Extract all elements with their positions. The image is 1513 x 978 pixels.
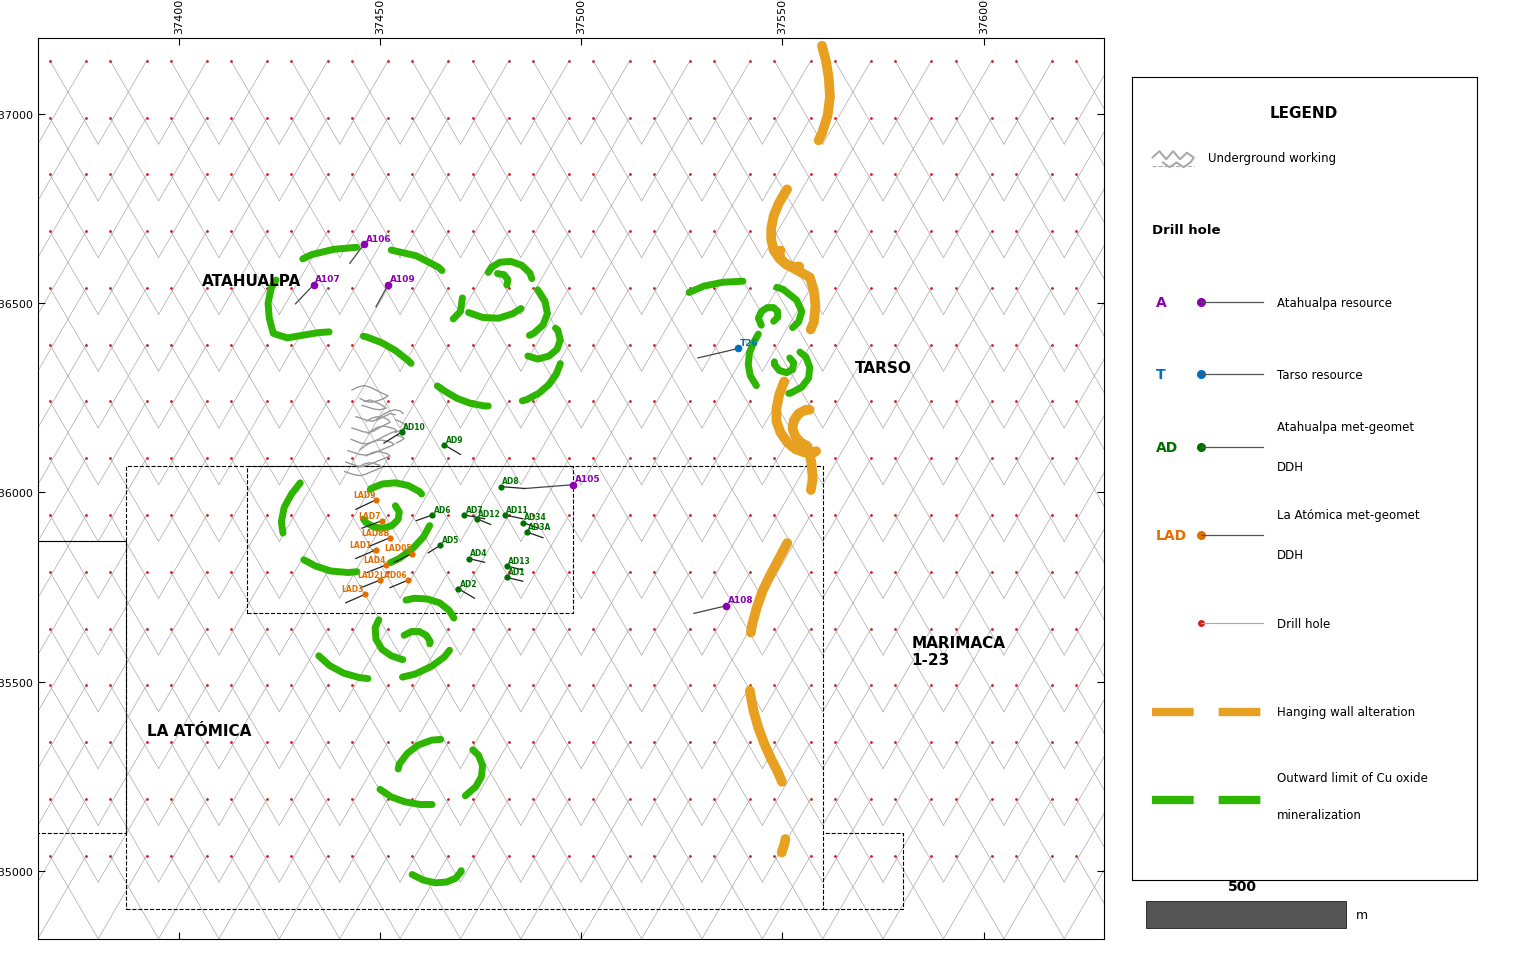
Text: TARSO: TARSO [855,361,912,376]
Text: LA ATÓMICA: LA ATÓMICA [147,724,251,738]
Text: A106: A106 [366,235,390,244]
Text: Hanging wall alteration: Hanging wall alteration [1277,705,1415,718]
Text: A109: A109 [390,275,416,284]
Text: ATAHUALPA: ATAHUALPA [201,274,301,289]
Text: Atahualpa resource: Atahualpa resource [1277,296,1392,309]
Text: AD13: AD13 [508,556,531,565]
Text: AD34: AD34 [523,512,546,522]
Text: m: m [1356,908,1368,921]
Text: Drill hole: Drill hole [1153,224,1221,237]
Text: LAD8B: LAD8B [362,528,389,537]
Text: AD9: AD9 [445,435,463,444]
Text: T26: T26 [740,338,758,347]
Text: Drill hole: Drill hole [1277,617,1330,630]
Text: DDH: DDH [1277,549,1304,562]
Text: LAD: LAD [1156,528,1188,543]
Text: AD12: AD12 [478,510,501,518]
Text: LAD06: LAD06 [380,570,407,579]
Text: AD4: AD4 [469,549,487,557]
Text: AD3A: AD3A [528,522,551,531]
Text: AD8: AD8 [502,477,519,486]
Text: AD2: AD2 [460,579,477,588]
Text: mineralization: mineralization [1277,808,1362,821]
Text: LAD2: LAD2 [357,570,380,579]
Text: A107: A107 [315,275,340,284]
Bar [1145,902,1345,927]
Text: AD6: AD6 [434,506,451,514]
Text: AD11: AD11 [505,506,528,514]
Text: LAD7: LAD7 [359,511,381,520]
Text: LAD3: LAD3 [342,585,363,594]
Text: Outward limit of Cu oxide: Outward limit of Cu oxide [1277,771,1427,784]
Text: LAD4: LAD4 [363,556,386,564]
Text: A105: A105 [575,474,601,484]
Text: MARIMACA
1-23: MARIMACA 1-23 [911,636,1005,668]
Text: LAD05: LAD05 [384,544,412,553]
Text: Atahualpa met-geomet: Atahualpa met-geomet [1277,421,1413,433]
Text: AD10: AD10 [404,422,427,431]
Text: Tarso resource: Tarso resource [1277,369,1362,381]
Text: LAD1_: LAD1_ [350,540,375,549]
Text: LAD9: LAD9 [353,490,375,499]
Text: A108: A108 [728,596,753,604]
Text: AD7: AD7 [466,506,483,514]
Text: AD1: AD1 [508,567,525,577]
Text: AD5: AD5 [442,536,458,545]
Text: 500: 500 [1227,879,1257,893]
Text: T: T [1156,368,1165,382]
Text: A: A [1156,295,1167,310]
Text: DDH: DDH [1277,461,1304,473]
Text: Underground working: Underground working [1207,152,1336,165]
Text: LEGEND: LEGEND [1269,107,1339,121]
Text: La Atómica met-geomet: La Atómica met-geomet [1277,509,1419,522]
Text: AD: AD [1156,440,1179,454]
